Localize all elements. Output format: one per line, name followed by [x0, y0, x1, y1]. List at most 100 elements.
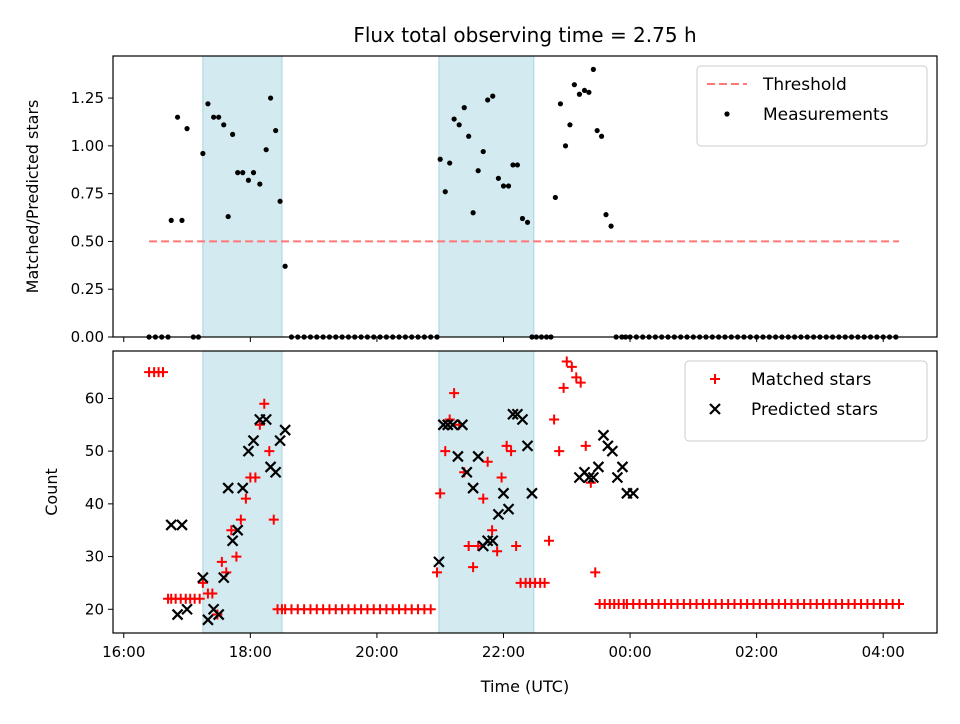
data-point	[171, 608, 184, 621]
data-point	[442, 189, 448, 195]
data-point	[480, 148, 486, 155]
data-point	[225, 213, 231, 220]
x-tick-label: 18:00	[229, 643, 272, 661]
data-point	[277, 198, 283, 204]
series-matched-stars	[144, 356, 905, 620]
data-point	[486, 534, 499, 547]
data-point	[212, 608, 225, 621]
legend-marker	[709, 403, 721, 415]
data-point	[597, 429, 610, 442]
data-point	[580, 440, 591, 451]
data-point	[279, 424, 291, 436]
data-point	[516, 413, 529, 426]
data-point	[226, 525, 237, 536]
data-point	[216, 556, 227, 567]
legend: Matched stars Predicted stars	[684, 360, 928, 442]
y-tick-label: 0.00	[71, 328, 104, 346]
data-point	[250, 472, 261, 483]
data-point	[260, 413, 272, 426]
data-point	[497, 487, 510, 500]
data-point	[165, 519, 178, 531]
data-point	[567, 122, 573, 128]
data-point	[554, 446, 565, 457]
data-point	[221, 122, 227, 128]
x-tick-label: 16:00	[102, 643, 145, 661]
legend-label: Matched stars	[751, 370, 871, 390]
data-point	[507, 408, 519, 421]
data-point	[184, 126, 190, 132]
data-point	[231, 524, 244, 536]
y-tick-label: 1.00	[71, 137, 104, 155]
data-point	[236, 482, 249, 494]
data-point	[242, 445, 255, 457]
data-point	[603, 212, 609, 218]
data-point	[590, 567, 601, 578]
data-point	[452, 450, 464, 463]
data-point	[519, 215, 526, 222]
data-point	[245, 177, 252, 183]
data-point	[590, 66, 596, 72]
shaded-interval-1	[202, 55, 283, 338]
data-point	[524, 219, 531, 225]
chart-title: Flux total observing time = 2.75 h	[353, 23, 696, 47]
data-point	[496, 472, 507, 483]
data-point	[181, 603, 193, 616]
data-point	[475, 168, 481, 174]
x-tick-label: 00:00	[608, 643, 651, 661]
data-point	[174, 114, 181, 120]
data-point	[894, 599, 905, 610]
data-point	[611, 471, 624, 484]
data-point	[557, 101, 564, 107]
data-point	[511, 541, 522, 552]
legend-marker	[724, 111, 730, 117]
data-point	[250, 170, 257, 176]
data-point	[561, 356, 572, 367]
data-point	[425, 604, 436, 615]
data-point	[449, 388, 460, 399]
data-point	[240, 493, 251, 504]
data-point	[267, 95, 274, 101]
data-point	[562, 143, 569, 149]
y-tick-label: 40	[85, 495, 104, 513]
data-point	[492, 546, 503, 557]
data-point	[481, 534, 494, 547]
data-point	[583, 471, 595, 484]
data-point	[478, 493, 489, 504]
y-tick-label: 60	[85, 389, 104, 407]
data-point	[456, 122, 462, 128]
data-point	[264, 446, 275, 457]
data-point	[157, 367, 168, 378]
data-point	[506, 446, 517, 457]
data-point	[501, 440, 512, 451]
legend: Threshold Measurements	[696, 65, 928, 147]
data-point	[470, 210, 476, 216]
data-point	[456, 419, 469, 431]
series-predicted-stars	[165, 408, 639, 626]
data-point	[598, 133, 605, 139]
data-point	[216, 114, 222, 120]
data-point	[544, 535, 555, 546]
data-point	[268, 514, 279, 525]
data-point	[269, 466, 282, 479]
data-point	[230, 131, 236, 137]
data-point	[432, 567, 443, 578]
data-point	[217, 571, 230, 584]
data-point	[521, 440, 534, 452]
data-point	[202, 614, 214, 626]
legend-label: Threshold	[762, 75, 847, 95]
data-point	[594, 127, 600, 134]
legend-box	[696, 65, 928, 147]
legend-box	[684, 360, 928, 442]
data-point	[442, 419, 454, 431]
data-point	[463, 541, 474, 552]
data-point	[616, 461, 629, 473]
data-point	[211, 114, 217, 120]
data-point	[197, 577, 208, 588]
data-point	[514, 162, 521, 168]
data-point	[207, 588, 218, 599]
y-tick-label: 0.25	[71, 280, 104, 298]
data-point	[259, 398, 270, 409]
data-point	[482, 456, 493, 467]
data-point	[510, 162, 516, 168]
